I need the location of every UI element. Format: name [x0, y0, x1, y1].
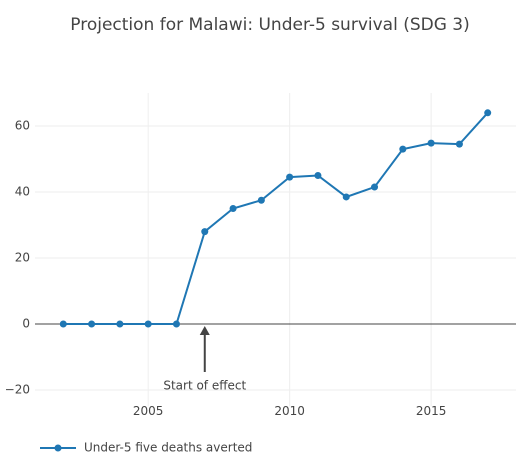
- y-tick-label: 40: [15, 185, 30, 199]
- point: [172, 320, 180, 328]
- annotation-text: Start of effect: [163, 379, 246, 393]
- y-tick-label: 0: [22, 317, 30, 331]
- point: [371, 183, 379, 191]
- y-tick-label: −20: [5, 383, 30, 397]
- legend-marker: [54, 444, 62, 452]
- point: [342, 193, 350, 201]
- point: [455, 140, 463, 148]
- point: [116, 320, 124, 328]
- point: [314, 172, 322, 179]
- y-tick-label: 60: [15, 119, 30, 133]
- legend-label: Under-5 five deaths averted: [84, 441, 252, 455]
- x-tick-label: 2010: [274, 404, 305, 418]
- y-tick-label: 20: [15, 251, 30, 265]
- annotation-arrowhead: [199, 326, 210, 335]
- x-tick-label: 2005: [133, 404, 164, 418]
- line: [63, 112, 489, 325]
- point: [229, 205, 237, 212]
- point: [88, 320, 96, 328]
- point: [286, 173, 294, 181]
- chart-title: Projection for Malawi: Under-5 survival …: [70, 15, 470, 35]
- point: [201, 228, 209, 236]
- point: [484, 109, 492, 117]
- point: [257, 196, 265, 204]
- x-tick-label: 2015: [416, 404, 447, 418]
- point: [59, 320, 67, 328]
- point: [144, 320, 152, 328]
- point: [399, 145, 407, 153]
- point: [427, 139, 435, 147]
